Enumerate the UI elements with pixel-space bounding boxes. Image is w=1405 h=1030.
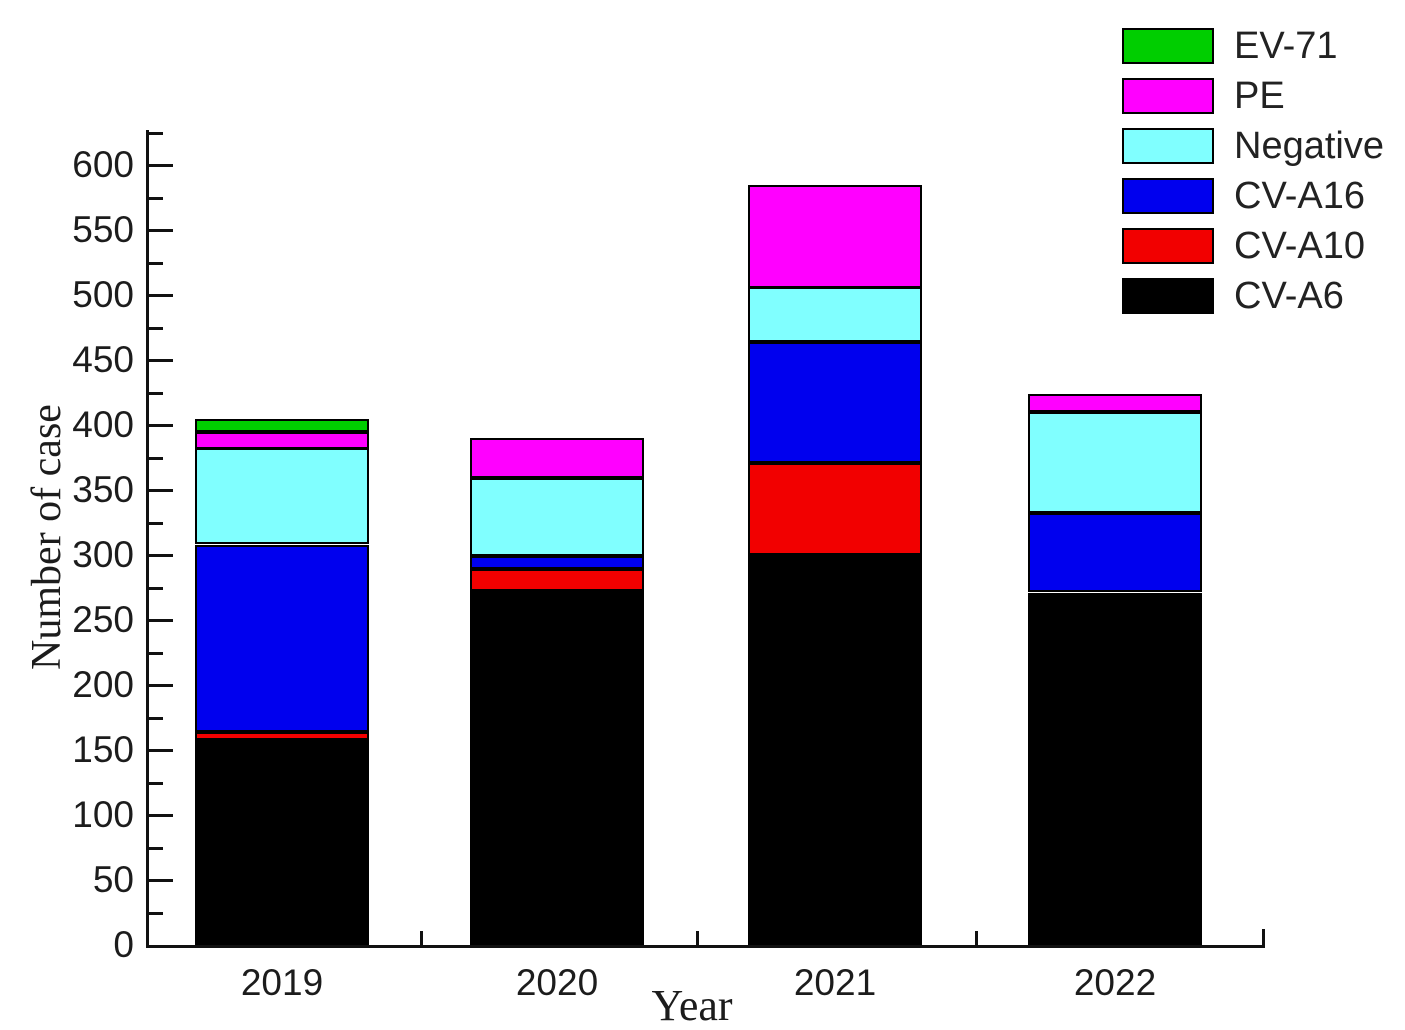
legend-label: Negative — [1234, 125, 1384, 167]
legend-label: CV-A16 — [1234, 175, 1365, 217]
y-tick-label: 450 — [72, 339, 134, 381]
y-major-tick — [149, 229, 173, 233]
legend-swatch-CV-A10 — [1122, 228, 1214, 264]
legend-item-CV-A16: CV-A16 — [1122, 175, 1384, 217]
y-axis-line — [146, 130, 149, 948]
x-end-tick — [1262, 929, 1265, 945]
y-minor-tick — [149, 846, 163, 850]
y-major-tick — [149, 814, 173, 818]
bar-segment-CV-A10-2020 — [470, 569, 644, 591]
legend-item-Negative: Negative — [1122, 125, 1384, 167]
y-major-tick — [149, 619, 173, 623]
legend-item-PE: PE — [1122, 75, 1384, 117]
y-major-tick — [149, 164, 173, 168]
y-tick-label: 350 — [72, 469, 134, 511]
x-tick-label: 2021 — [793, 962, 877, 1003]
y-minor-tick — [149, 586, 163, 590]
y-tick-label: 250 — [72, 599, 134, 641]
y-minor-tick — [149, 911, 163, 915]
legend-swatch-EV-71 — [1122, 28, 1214, 64]
legend-item-CV-A6: CV-A6 — [1122, 275, 1384, 317]
y-tick-label: 0 — [113, 924, 134, 965]
y-tick-label: 150 — [72, 729, 134, 771]
y-major-tick — [149, 554, 173, 558]
y-major-tick — [149, 879, 173, 882]
legend-swatch-Negative — [1122, 128, 1214, 164]
bar-segment-CV-A16-2021 — [748, 342, 922, 463]
y-major-tick — [149, 684, 173, 688]
y-minor-tick — [149, 326, 163, 330]
x-axis-line — [146, 945, 1265, 948]
x-tick-label: 2022 — [1073, 962, 1157, 1003]
y-minor-tick — [149, 196, 163, 200]
bar-segment-CV-A16-2019 — [195, 545, 369, 732]
legend-swatch-PE — [1122, 78, 1214, 114]
legend-label: PE — [1234, 75, 1285, 117]
y-minor-tick — [149, 391, 163, 395]
y-tick-label: 500 — [72, 274, 134, 316]
y-tick-label: 50 — [92, 859, 134, 900]
y-minor-tick — [149, 261, 163, 265]
legend-label: CV-A10 — [1234, 225, 1365, 267]
y-major-tick — [149, 359, 173, 363]
y-tick-label: 100 — [72, 794, 134, 836]
y-tick-label: 300 — [72, 534, 134, 576]
x-tick-label: 2019 — [240, 962, 324, 1003]
bar-segment-PE-2019 — [195, 432, 369, 449]
legend-label: CV-A6 — [1234, 275, 1344, 317]
bar-segment-Negative-2022 — [1028, 412, 1202, 513]
legend-item-CV-A10: CV-A10 — [1122, 225, 1384, 267]
legend-item-EV-71: EV-71 — [1122, 25, 1384, 67]
y-tick-label: 600 — [72, 144, 134, 186]
y-major-tick — [149, 489, 173, 493]
bar-segment-CV-A16-2022 — [1028, 513, 1202, 592]
legend: EV-71 PE Negative CV-A16 CV-A10 CV-A6 — [1122, 25, 1384, 328]
y-minor-tick — [149, 781, 163, 785]
y-tick-label: 200 — [72, 664, 134, 706]
bar-segment-CV-A6-2020 — [470, 591, 644, 945]
y-tick-label: 550 — [72, 209, 134, 251]
x-minor-tick — [696, 931, 699, 945]
bar-segment-CV-A6-2022 — [1028, 593, 1202, 945]
y-major-tick — [149, 424, 173, 428]
y-minor-tick — [149, 131, 163, 135]
bar-segment-Negative-2021 — [748, 287, 922, 342]
bar-segment-EV-71-2019 — [195, 419, 369, 432]
y-major-tick — [149, 749, 173, 753]
y-major-tick — [149, 294, 173, 298]
bar-segment-CV-A10-2019 — [195, 732, 369, 740]
x-axis-title: Year — [651, 981, 733, 1030]
legend-swatch-CV-A16 — [1122, 178, 1214, 214]
y-minor-tick — [149, 716, 163, 720]
y-minor-tick — [149, 456, 163, 460]
bar-segment-PE-2020 — [470, 438, 644, 478]
bar-segment-CV-A6-2021 — [748, 555, 922, 945]
bar-segment-CV-A16-2020 — [470, 556, 644, 569]
y-tick-label: 400 — [72, 404, 134, 446]
legend-label: EV-71 — [1234, 25, 1338, 67]
bar-segment-Negative-2020 — [470, 478, 644, 556]
x-minor-tick — [975, 931, 978, 945]
y-minor-tick — [149, 651, 163, 655]
x-tick-label: 2020 — [515, 962, 599, 1003]
bar-segment-PE-2022 — [1028, 394, 1202, 412]
legend-swatch-CV-A6 — [1122, 278, 1214, 314]
bar-segment-CV-A6-2019 — [195, 740, 369, 945]
bar-segment-Negative-2019 — [195, 448, 369, 544]
bar-segment-CV-A10-2021 — [748, 463, 922, 555]
y-minor-tick — [149, 521, 163, 525]
bar-segment-PE-2021 — [748, 185, 922, 288]
x-minor-tick — [420, 931, 423, 945]
